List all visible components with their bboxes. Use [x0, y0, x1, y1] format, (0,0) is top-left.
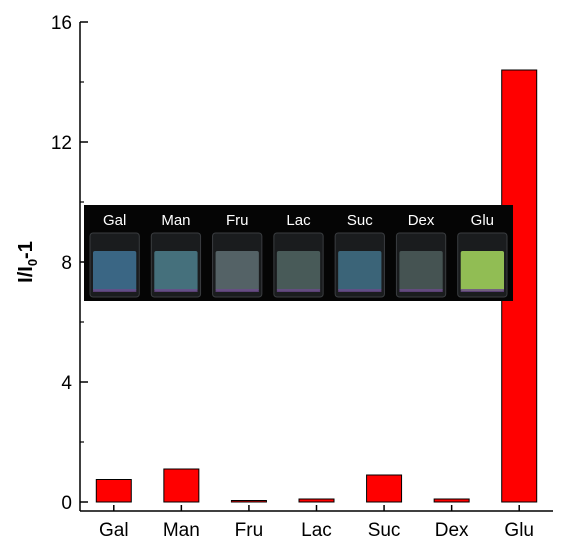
y-tick-label: 0: [61, 493, 72, 514]
vial-rim: [154, 289, 198, 292]
vial-solution: [154, 251, 198, 291]
y-tick-label: 8: [61, 253, 72, 274]
x-tick-label: Dex: [435, 520, 469, 541]
vial-rim: [215, 289, 259, 292]
y-tick-label: 16: [51, 13, 72, 34]
vial-label: Suc: [347, 212, 373, 229]
vial-label: Dex: [408, 212, 435, 229]
bar-gal: [95, 479, 132, 503]
vial-solution: [215, 251, 259, 291]
vial-label: Glu: [471, 212, 494, 229]
vial-solution: [399, 251, 443, 291]
vial-rim: [338, 289, 382, 292]
bar-lac: [298, 498, 335, 503]
x-tick-label: Gal: [99, 520, 129, 541]
vial-rim: [399, 289, 443, 292]
vial-solution: [276, 251, 321, 291]
x-tick-label: Suc: [368, 520, 401, 541]
x-tick-label: Fru: [235, 520, 264, 541]
y-axis: 0 4 8 12 16: [51, 13, 88, 514]
vial-label: Lac: [286, 212, 311, 229]
x-axis: Gal Man Fru Lac Suc Dex Glu: [80, 505, 553, 541]
x-tick-label: Man: [163, 520, 200, 541]
vial-rim: [460, 289, 504, 292]
y-tick-label: 4: [61, 373, 72, 394]
vial-label: Fru: [226, 212, 249, 229]
bar-man: [163, 468, 200, 503]
y-tick-label: 12: [51, 133, 72, 154]
x-tick-label: Lac: [301, 520, 332, 541]
bar-dex: [433, 498, 470, 503]
bar-fru: [230, 500, 267, 503]
vial-solution: [93, 251, 137, 291]
vial-label: Man: [161, 212, 190, 229]
vial-solution: [338, 251, 382, 291]
vial-rim: [93, 289, 137, 292]
bar-suc: [366, 474, 403, 503]
vial-photo-inset: Gal Man Fru Lac Suc Dex Glu: [84, 205, 513, 301]
vial-solution: [460, 251, 504, 291]
y-axis-label: I/I0-1: [15, 241, 40, 283]
vial-label: Gal: [103, 212, 126, 229]
vial-rim: [276, 289, 321, 292]
x-tick-label: Glu: [504, 520, 534, 541]
